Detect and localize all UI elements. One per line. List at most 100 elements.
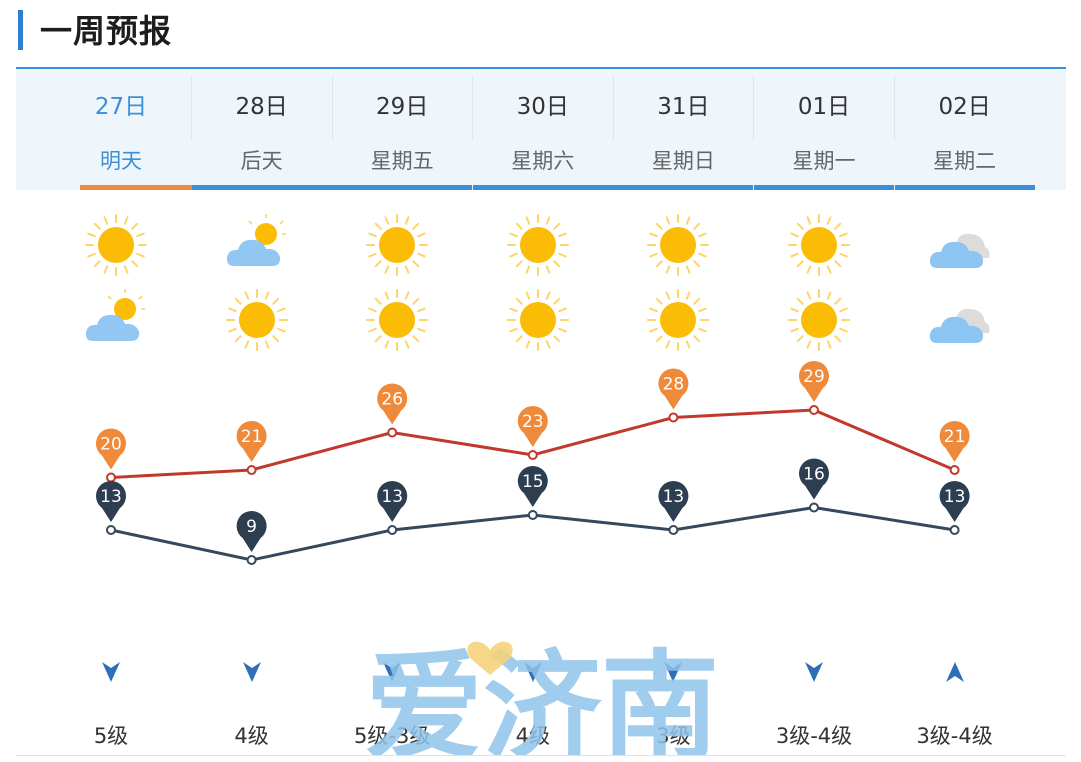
- temp-point: [246, 465, 257, 475]
- temp-pin: 9: [236, 511, 267, 552]
- sun-icon: [643, 285, 713, 355]
- temp-label: 13: [100, 487, 122, 507]
- watermark-logo: 爱济南: [365, 638, 719, 755]
- temp-pin: 16: [799, 458, 829, 500]
- temp-point: [387, 525, 398, 535]
- temp-label: 28: [663, 375, 685, 395]
- day-date: 01日: [797, 94, 851, 120]
- day-date: 29日: [376, 94, 429, 120]
- temp-label: 13: [944, 487, 966, 507]
- temp-label: 13: [381, 487, 403, 507]
- cloud-icon: [925, 210, 995, 280]
- wind-arrow-down-icon: [232, 652, 272, 692]
- header-divider: [16, 67, 1066, 69]
- wind-arrow-up-icon: [935, 652, 975, 692]
- temp-pin: 21: [939, 421, 970, 462]
- day-weekday: 明天: [100, 149, 142, 173]
- temp-label: 21: [241, 427, 263, 447]
- temp-label: 26: [381, 390, 403, 410]
- sun-icon: [222, 285, 292, 355]
- temp-point: [527, 510, 538, 520]
- temp-point: [809, 405, 819, 415]
- temp-pin: 29: [799, 361, 829, 402]
- temp-pin: 13: [658, 481, 689, 522]
- day-underline: [191, 185, 332, 190]
- sun-icon: [503, 285, 573, 355]
- temp-pin: 13: [939, 481, 970, 522]
- sun-icon: [784, 210, 854, 280]
- day-weekday: 后天: [240, 149, 283, 173]
- wind-arrow-down-icon: [513, 652, 553, 692]
- temp-label: 20: [100, 435, 122, 455]
- day-date: 02日: [938, 94, 991, 120]
- temp-label: 16: [803, 465, 825, 485]
- wind-level: 4级: [234, 724, 269, 748]
- day-underline: [80, 185, 218, 190]
- temp-label: 15: [522, 472, 544, 492]
- section-header: 一周预报: [0, 0, 1081, 68]
- day-separator: [894, 75, 895, 141]
- day-tabs: 27日 明天 28日 后天 29日 星期五 30日 星期六 31日 星期日 01日 星期一 02日 星期二: [16, 69, 1066, 190]
- cloud-icon: [925, 285, 995, 355]
- page-title: 一周预报: [40, 12, 173, 50]
- day-date: 31日: [657, 94, 710, 120]
- svg-text:爱济南: 爱济南: [365, 638, 719, 755]
- day-separator: [472, 75, 474, 141]
- wind-level: 3级-4级: [775, 724, 853, 748]
- day-underline: [613, 185, 754, 190]
- day-tab[interactable]: 01日 星期一: [753, 69, 895, 190]
- cloudy-sun-icon: [81, 285, 151, 355]
- day-separator: [331, 75, 333, 141]
- temp-point: [246, 555, 257, 565]
- temp-pin: 28: [658, 368, 689, 410]
- day-underline: [894, 185, 1035, 190]
- wind-level: 5级: [93, 724, 129, 748]
- sun-icon: [503, 210, 573, 280]
- wind-level: 3级-4级: [916, 724, 993, 748]
- temp-point: [106, 525, 116, 535]
- day-tab[interactable]: 31日星期日: [612, 69, 755, 190]
- sun-icon: [362, 210, 432, 280]
- sun-icon: [784, 285, 854, 355]
- bottom-divider: [16, 755, 1066, 756]
- day-tab[interactable]: 28日后天: [191, 69, 333, 190]
- wind-arrow-down-icon: [91, 652, 131, 692]
- wind-level: 3级: [656, 724, 691, 748]
- day-separator: [191, 75, 192, 141]
- wind-arrow-down-icon: [794, 652, 834, 692]
- temp-pin: 21: [236, 421, 267, 462]
- day-underline: [472, 185, 613, 190]
- day-tab[interactable]: 30日 星期六: [472, 69, 614, 190]
- day-date: 28日: [235, 94, 288, 120]
- day-tab[interactable]: 29日星期五: [331, 69, 474, 190]
- day-underline: [754, 185, 894, 190]
- temp-point: [387, 427, 398, 438]
- temp-pin: 15: [517, 466, 548, 507]
- day-separator: [612, 75, 614, 141]
- title-accent-bar: [18, 10, 23, 50]
- day-date: 27日: [94, 94, 148, 120]
- day-weekday: 星期日: [651, 149, 715, 173]
- sun-icon: [81, 210, 151, 280]
- wind-arrow-down-icon: [653, 652, 693, 692]
- temp-pin: 23: [517, 406, 548, 447]
- day-date: 30日: [516, 94, 569, 120]
- temp-label: 29: [803, 367, 825, 387]
- wind-arrow-down-icon: [372, 652, 412, 692]
- temp-pin: 13: [96, 481, 126, 522]
- day-weekday: 星期二: [933, 149, 997, 173]
- temp-label: 13: [663, 487, 685, 507]
- temp-label: 9: [246, 517, 257, 537]
- temp-pin: 26: [377, 383, 408, 425]
- temperature-chart: 20 21 26 23 28 29 21 13 9 13 15 13 16 13: [96, 361, 970, 565]
- temp-label: 21: [944, 427, 966, 447]
- day-tab[interactable]: 02日星期二: [894, 69, 1036, 190]
- sun-icon: [362, 285, 432, 355]
- temp-pin: 13: [377, 481, 408, 522]
- temp-point: [106, 472, 116, 483]
- day-weekday: 星期五: [370, 149, 434, 173]
- temp-point: [949, 525, 960, 535]
- day-tab[interactable]: 27日明天: [50, 69, 218, 190]
- temp-point: [668, 525, 679, 535]
- cloudy-sun-icon: [222, 210, 292, 280]
